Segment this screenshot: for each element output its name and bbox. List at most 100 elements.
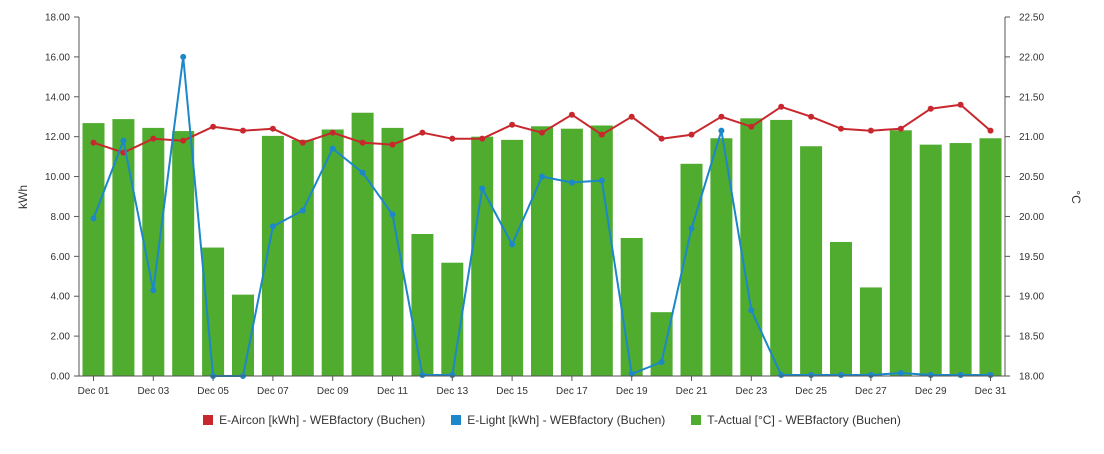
temperature-bar[interactable] bbox=[740, 118, 763, 376]
light-point[interactable] bbox=[867, 372, 874, 379]
aircon-point[interactable] bbox=[688, 131, 695, 138]
temperature-bar[interactable] bbox=[501, 139, 524, 376]
light-point[interactable] bbox=[688, 225, 695, 232]
temperature-bar[interactable] bbox=[441, 262, 464, 376]
aircon-point[interactable] bbox=[539, 129, 545, 136]
light-point[interactable] bbox=[150, 287, 157, 294]
aircon-point[interactable] bbox=[598, 131, 605, 138]
light-point[interactable] bbox=[389, 211, 396, 218]
light-point[interactable] bbox=[419, 372, 426, 379]
temperature-bar[interactable] bbox=[560, 128, 583, 376]
aircon-point[interactable] bbox=[299, 139, 306, 146]
temperature-bar[interactable] bbox=[710, 138, 733, 376]
y-tick-label: 14.00 bbox=[45, 92, 70, 103]
temperature-bar[interactable] bbox=[770, 119, 793, 376]
temperature-bar[interactable] bbox=[112, 119, 135, 377]
light-point[interactable] bbox=[449, 372, 456, 379]
light-point[interactable] bbox=[269, 223, 276, 230]
temperature-bar[interactable] bbox=[620, 237, 643, 376]
temperature-bar[interactable] bbox=[232, 294, 254, 376]
aircon-point[interactable] bbox=[359, 139, 366, 146]
aircon-point[interactable] bbox=[240, 127, 246, 134]
aircon-point[interactable] bbox=[509, 121, 516, 128]
light-point[interactable] bbox=[180, 53, 187, 60]
aircon-point[interactable] bbox=[718, 113, 725, 120]
aircon-point[interactable] bbox=[867, 127, 874, 134]
temperature-bar[interactable] bbox=[172, 131, 195, 376]
aircon-point[interactable] bbox=[987, 127, 994, 134]
temperature-bar[interactable] bbox=[381, 127, 404, 376]
temperature-bar[interactable] bbox=[142, 127, 165, 376]
legend-item-aircon[interactable]: E-Aircon [kWh] - WEBfactory (Buchen) bbox=[203, 413, 425, 427]
light-point[interactable] bbox=[539, 173, 545, 180]
light-point[interactable] bbox=[778, 372, 785, 379]
x-tick-label: Dec 31 bbox=[975, 386, 1007, 397]
aircon-point[interactable] bbox=[180, 137, 187, 144]
aircon-point[interactable] bbox=[449, 135, 456, 142]
temperature-bar[interactable] bbox=[919, 144, 942, 376]
aircon-point[interactable] bbox=[90, 139, 97, 146]
y2-tick-label: 18.00 bbox=[1019, 372, 1044, 383]
aircon-point[interactable] bbox=[778, 103, 785, 110]
temperature-bar[interactable] bbox=[859, 287, 882, 376]
light-point[interactable] bbox=[808, 372, 815, 379]
light-point[interactable] bbox=[838, 372, 844, 379]
temperature-bar[interactable] bbox=[889, 130, 912, 376]
temperature-bar[interactable] bbox=[680, 163, 703, 376]
light-point[interactable] bbox=[658, 359, 665, 366]
temperature-bar[interactable] bbox=[411, 233, 434, 376]
temperature-bar[interactable] bbox=[650, 312, 673, 376]
light-point[interactable] bbox=[359, 169, 366, 176]
aircon-point[interactable] bbox=[210, 123, 217, 130]
light-point[interactable] bbox=[598, 177, 605, 184]
aircon-point[interactable] bbox=[479, 135, 486, 142]
aircon-point[interactable] bbox=[838, 125, 844, 132]
aircon-point[interactable] bbox=[927, 105, 934, 112]
y-axis-title: kWh bbox=[16, 185, 30, 209]
temperature-bar[interactable] bbox=[351, 112, 374, 376]
temperature-bar[interactable] bbox=[800, 146, 823, 376]
aircon-point[interactable] bbox=[568, 111, 575, 118]
aircon-point[interactable] bbox=[808, 113, 815, 120]
light-point[interactable] bbox=[927, 372, 934, 379]
temperature-bar[interactable] bbox=[949, 143, 972, 376]
light-point[interactable] bbox=[568, 179, 575, 186]
temperature-bar[interactable] bbox=[261, 135, 284, 376]
temperature-bar[interactable] bbox=[471, 136, 494, 376]
light-point[interactable] bbox=[509, 241, 516, 248]
temperature-bar[interactable] bbox=[531, 126, 553, 376]
y2-tick-label: 20.50 bbox=[1019, 172, 1044, 183]
light-point[interactable] bbox=[299, 207, 306, 214]
temperature-bar[interactable] bbox=[291, 139, 314, 376]
aircon-point[interactable] bbox=[748, 123, 755, 130]
legend-item-light[interactable]: E-Light [kWh] - WEBfactory (Buchen) bbox=[451, 413, 665, 427]
temperature-bar[interactable] bbox=[202, 247, 225, 376]
aircon-point[interactable] bbox=[389, 141, 396, 148]
light-point[interactable] bbox=[329, 145, 336, 152]
light-point[interactable] bbox=[718, 127, 725, 134]
aircon-point[interactable] bbox=[329, 129, 336, 136]
temperature-bar[interactable] bbox=[979, 138, 1002, 376]
x-tick-label: Dec 09 bbox=[317, 386, 349, 397]
y-tick-label: 16.00 bbox=[45, 52, 70, 63]
aircon-point[interactable] bbox=[658, 135, 665, 142]
y2-tick-label: 19.00 bbox=[1019, 292, 1044, 303]
light-point[interactable] bbox=[987, 372, 994, 379]
light-point[interactable] bbox=[90, 215, 97, 222]
temperature-bar[interactable] bbox=[590, 125, 613, 377]
aircon-point[interactable] bbox=[419, 129, 426, 136]
light-point[interactable] bbox=[748, 307, 755, 314]
aircon-point[interactable] bbox=[150, 135, 157, 142]
temperature-bar[interactable] bbox=[82, 123, 105, 376]
temperature-bar[interactable] bbox=[321, 129, 344, 376]
aircon-point[interactable] bbox=[628, 113, 635, 120]
light-point[interactable] bbox=[120, 137, 127, 144]
aircon-point[interactable] bbox=[957, 101, 964, 108]
aircon-point[interactable] bbox=[269, 125, 276, 132]
legend-item-temperature[interactable]: T-Actual [°C] - WEBfactory (Buchen) bbox=[691, 413, 901, 427]
light-point[interactable] bbox=[479, 185, 486, 192]
temperature-bar[interactable] bbox=[830, 241, 852, 376]
aircon-point[interactable] bbox=[897, 125, 904, 132]
light-point[interactable] bbox=[897, 370, 904, 377]
light-point[interactable] bbox=[957, 372, 964, 379]
